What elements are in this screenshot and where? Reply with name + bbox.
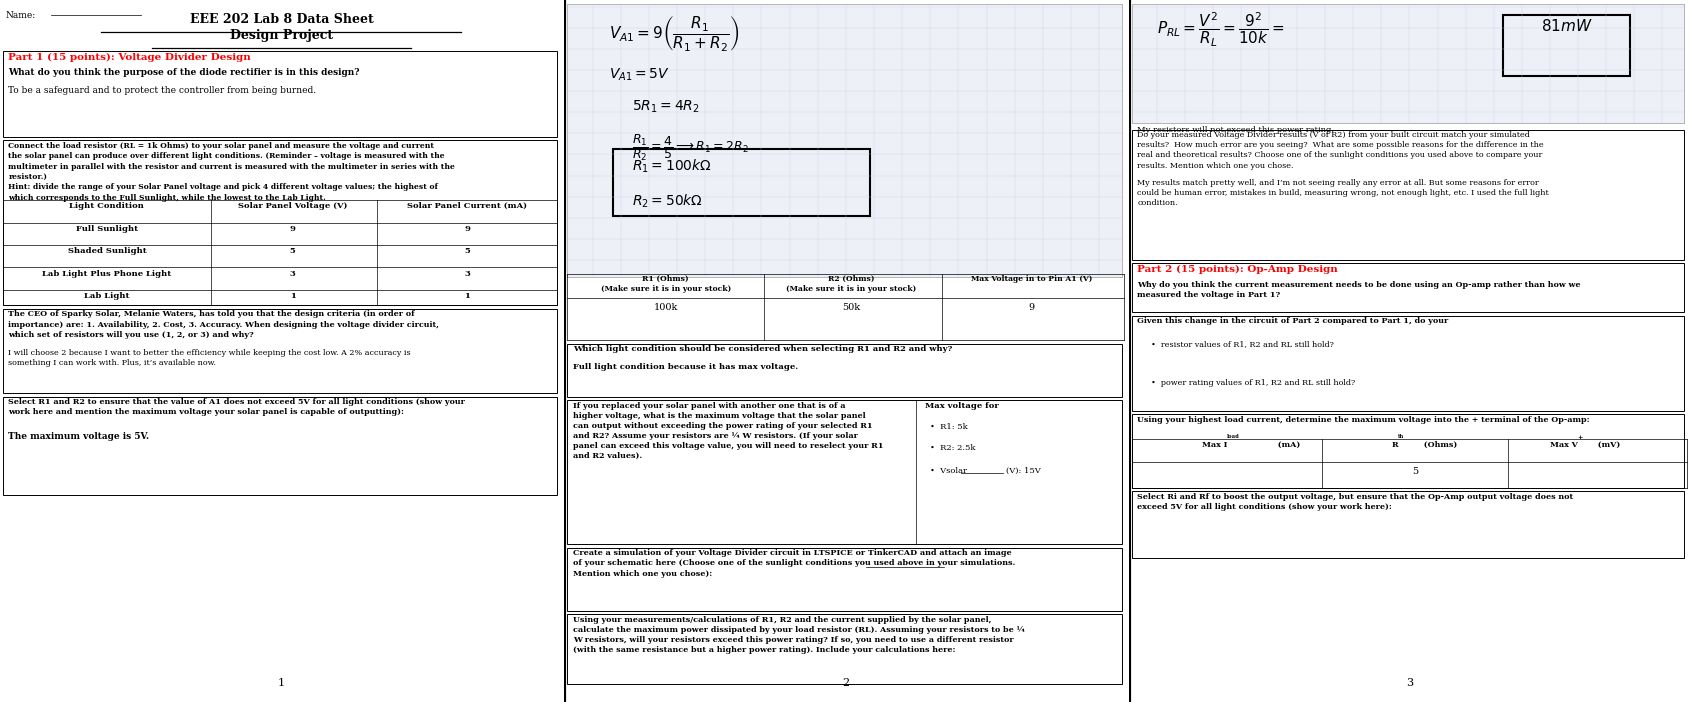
Text: I will choose 2 because I want to better the efficiency while keeping the cost l: I will choose 2 because I want to better… [8,349,410,367]
FancyBboxPatch shape [1502,15,1628,76]
Text: 100k: 100k [654,303,677,312]
FancyBboxPatch shape [568,548,1121,611]
Text: Connect the load resistor (RL = 1k Ohms) to your solar panel and measure the vol: Connect the load resistor (RL = 1k Ohms)… [8,142,454,201]
FancyBboxPatch shape [1132,4,1684,123]
Text: Part 1 (15 points): Voltage Divider Design: Part 1 (15 points): Voltage Divider Desi… [8,53,252,62]
Text: $V_{A1} = 9\left(\dfrac{R_1}{R_1+R_2}\right)$: $V_{A1} = 9\left(\dfrac{R_1}{R_1+R_2}\ri… [610,14,740,53]
Text: Lab Light Plus Phone Light: Lab Light Plus Phone Light [42,270,172,277]
Text: $5R_1 = 4R_2$: $5R_1 = 4R_2$ [632,98,699,114]
Text: Part 2 (15 points): Op-Amp Design: Part 2 (15 points): Op-Amp Design [1137,265,1338,274]
Text: $R_1 = 100k\Omega$: $R_1 = 100k\Omega$ [632,158,711,176]
FancyBboxPatch shape [568,344,1121,397]
Text: 3: 3 [289,270,296,277]
Text: Light Condition: Light Condition [69,202,144,210]
Text: (Ohms): (Ohms) [1420,441,1456,449]
Text: $V_{A1} = 5V$: $V_{A1} = 5V$ [610,67,671,83]
Text: Lab Light: Lab Light [84,292,130,300]
Text: $P_{RL} = \dfrac{V^2}{R_L} = \dfrac{9^2}{10k} = $: $P_{RL} = \dfrac{V^2}{R_L} = \dfrac{9^2}… [1157,11,1284,48]
Text: R1 (Ohms)
(Make sure it is in your stock): R1 (Ohms) (Make sure it is in your stock… [600,275,730,293]
Text: (V): 15V: (V): 15V [1005,467,1040,475]
Text: $81mW$: $81mW$ [1540,18,1591,34]
Text: Select Ri and Rf to boost the output voltage, but ensure that the Op-Amp output : Select Ri and Rf to boost the output vol… [1137,493,1572,511]
Text: Select R1 and R2 to ensure that the value of A1 does not exceed 5V for all light: Select R1 and R2 to ensure that the valu… [8,398,464,416]
Text: +: + [1578,435,1583,440]
Text: load: load [1226,434,1240,439]
Text: 2: 2 [841,678,850,688]
Text: 5: 5 [464,247,470,255]
Text: •  R1: 5k: • R1: 5k [929,423,968,430]
Text: Using your measurements/calculations of R1, R2 and the current supplied by the s: Using your measurements/calculations of … [573,616,1024,654]
Text: Max V: Max V [1549,441,1578,449]
Text: Max voltage for: Max voltage for [924,402,998,409]
Text: Solar Panel Current (mA): Solar Panel Current (mA) [407,202,527,210]
Text: (mA): (mA) [1274,441,1299,449]
Text: EEE 202 Lab 8 Data Sheet: EEE 202 Lab 8 Data Sheet [189,13,373,26]
Text: Why do you think the current measurement needs to be done using an Op-amp rather: Why do you think the current measurement… [1137,281,1579,299]
Text: •  Vsolar: • Vsolar [929,467,966,475]
Text: $R_2 = 50k\Omega$: $R_2 = 50k\Omega$ [632,193,703,211]
Text: To be a safeguard and to protect the controller from being burned.: To be a safeguard and to protect the con… [8,86,316,95]
Text: 1: 1 [464,292,470,300]
Text: th: th [1397,434,1404,439]
Text: If you replaced your solar panel with another one that is of a
higher voltage, w: If you replaced your solar panel with an… [573,402,883,460]
FancyBboxPatch shape [613,149,870,216]
FancyBboxPatch shape [1132,316,1684,411]
Text: 50k: 50k [841,303,860,312]
FancyBboxPatch shape [1132,491,1684,558]
Text: Given this change in the circuit of Part 2 compared to Part 1, do your: Given this change in the circuit of Part… [1137,317,1447,325]
Text: My results match pretty well, and I’m not seeing really any error at all. But so: My results match pretty well, and I’m no… [1137,179,1549,207]
FancyBboxPatch shape [3,140,557,305]
Text: Design Project: Design Project [230,29,333,43]
Text: •  power rating values of R1, R2 and RL still hold?: • power rating values of R1, R2 and RL s… [1150,379,1355,387]
Text: •  R2: 2.5k: • R2: 2.5k [929,444,975,451]
Text: 9: 9 [1029,303,1034,312]
FancyBboxPatch shape [3,309,557,393]
Text: Using your highest load current, determine the maximum voltage into the + termin: Using your highest load current, determi… [1137,416,1589,423]
FancyBboxPatch shape [1132,130,1684,260]
Text: Create a simulation of your Voltage Divider circuit in LTSPICE or TinkerCAD and : Create a simulation of your Voltage Divi… [573,549,1015,578]
Text: Solar Panel Voltage (V): Solar Panel Voltage (V) [238,202,348,210]
Text: The CEO of Sparky Solar, Melanie Waters, has told you that the design criteria (: The CEO of Sparky Solar, Melanie Waters,… [8,310,439,339]
Text: 3: 3 [464,270,470,277]
Text: Full light condition because it has max voltage.: Full light condition because it has max … [573,363,797,371]
Text: •  resistor values of R1, R2 and RL still hold?: • resistor values of R1, R2 and RL still… [1150,340,1333,348]
Text: Shaded Sunlight: Shaded Sunlight [68,247,147,255]
Text: Max Voltage in to Pin A1 (V): Max Voltage in to Pin A1 (V) [969,275,1091,283]
Text: What do you think the purpose of the diode rectifier is in this design?: What do you think the purpose of the dio… [8,68,360,77]
Text: Max I: Max I [1201,441,1226,449]
Text: Which light condition should be considered when selecting R1 and R2 and why?: Which light condition should be consider… [573,345,951,353]
Text: R: R [1390,441,1397,449]
Text: 5: 5 [1412,467,1417,476]
Text: R2 (Ohms)
(Make sure it is in your stock): R2 (Ohms) (Make sure it is in your stock… [785,275,915,293]
Text: Do your measured Voltage Divider results (V of R2) from your built circuit match: Do your measured Voltage Divider results… [1137,131,1544,170]
Text: 9: 9 [289,225,296,232]
Text: 5: 5 [289,247,296,255]
Text: 3: 3 [1405,678,1412,688]
Text: Full Sunlight: Full Sunlight [76,225,138,232]
FancyBboxPatch shape [568,400,1121,544]
Text: Name:: Name: [5,11,35,20]
Text: 9: 9 [464,225,470,232]
Text: 1: 1 [289,292,296,300]
Text: The maximum voltage is 5V.: The maximum voltage is 5V. [8,432,150,441]
FancyBboxPatch shape [1132,414,1684,488]
FancyBboxPatch shape [568,4,1121,277]
FancyBboxPatch shape [3,51,557,137]
Text: $\dfrac{R_1}{R_2} = \dfrac{4}{5} \longrightarrow R_1 = 2R_2$: $\dfrac{R_1}{R_2} = \dfrac{4}{5} \longri… [632,133,748,164]
FancyBboxPatch shape [1132,263,1684,312]
FancyBboxPatch shape [568,614,1121,684]
Text: 1: 1 [277,678,285,688]
Text: My resistors will not exceed this power rating.: My resistors will not exceed this power … [1137,126,1334,134]
FancyBboxPatch shape [3,397,557,495]
Text: (mV): (mV) [1594,441,1620,449]
